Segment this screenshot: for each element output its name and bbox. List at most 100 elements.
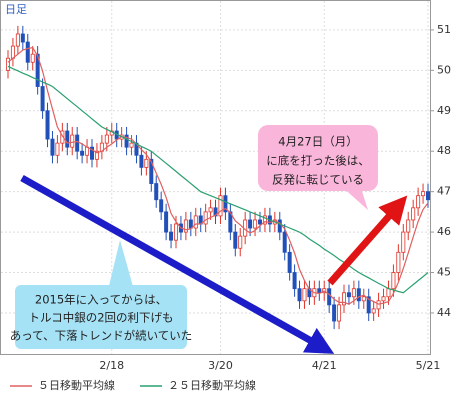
candle-body [317,288,322,294]
candle-body [149,158,154,184]
candle-body [183,219,188,233]
y-tick-label: 48 [437,144,451,157]
candle-body [104,134,109,144]
callout-text: 反発に転じている [272,173,364,187]
candle-body [228,211,233,233]
candle-body [10,45,15,59]
y-tick-label: 49 [437,104,451,117]
candle-body [203,211,208,225]
x-tick-label: 3/20 [208,359,233,372]
candle-body [55,142,60,156]
moving-average-line [7,65,429,294]
candle-body [302,288,307,302]
candle-body [238,235,243,249]
candle-body [297,288,302,302]
callout-text: 4月27日（月） [278,135,357,149]
candle-body [425,191,430,201]
callout-pointer [108,240,134,290]
candle-body [371,308,376,314]
candle-body [376,300,381,310]
candle-body [248,219,253,229]
candle-body [292,272,297,290]
x-tick-label: 4/21 [312,359,337,372]
candle-body [15,33,20,47]
candle-body [208,207,213,213]
candle-body [90,146,95,160]
legend-label: ２５日移動平均線 [168,378,256,392]
candle-body [144,158,149,168]
candle-body [223,195,228,213]
moving-average-line [7,47,429,305]
candle-body [257,219,262,225]
candle-body [391,272,396,290]
callout-box [15,285,187,349]
candle-body [218,195,223,217]
y-tick-label: 46 [437,225,451,238]
candle-body [40,86,45,112]
candle-body [154,183,159,201]
y-tick-label: 51 [437,23,451,36]
callout-trend: 2015年に入ってからは、 トルコ中銀の2回の利下げも あって、下落トレンドが続… [10,240,193,349]
candle-body [416,195,421,209]
callout-text: トルコ中銀の2回の利下げも [28,311,173,325]
candle-body [193,215,198,229]
candle-body [396,251,401,273]
candle-body [80,150,85,156]
candle-body [381,296,386,302]
candle-body [337,304,342,322]
candle-body [70,134,75,148]
candle-body [253,219,258,229]
candle-body [346,292,351,298]
x-tick-label: 2/18 [99,359,124,372]
candle-body [356,288,361,302]
candle-body [277,219,282,233]
candle-body [406,219,411,233]
callout-text: に底を打った後は、 [266,154,370,168]
candle-body [366,296,371,314]
candle-body [30,53,35,63]
candle-body [173,223,178,241]
x-tick-label: 5/21 [416,359,441,372]
period-label: 日足 [5,3,27,16]
legend-label: ５日移動平均線 [38,378,115,392]
candle-body [159,199,164,213]
candle-body [188,219,193,229]
candle-body [361,296,366,302]
callout-box [258,125,378,191]
candle-body [60,130,65,144]
candle-body [169,231,174,241]
candle-body [332,304,337,322]
candle-body [139,154,144,168]
marks [6,25,430,330]
candle-body [129,142,134,148]
y-tick-label: 47 [437,185,451,198]
candle-body [401,231,406,253]
candle-body [213,207,218,217]
callout-pointer [340,185,368,210]
callout-rebound: 4月27日（月） に底を打った後は、 反発に転じている [258,125,378,210]
candle-body [421,191,426,197]
candle-body [351,288,356,298]
candle-body [6,57,11,71]
candle-body [411,207,416,221]
y-tick-label: 50 [437,63,451,76]
candle-body [282,231,287,253]
candle-body [262,215,267,225]
candle-body [164,211,169,233]
candle-body [386,288,391,298]
candle-body [35,53,40,87]
candle-body [124,134,129,148]
callout-text: あって、下落トレンドが続いていた [10,329,193,343]
trend-arrow [20,174,335,354]
rebound-arrow [327,195,408,286]
candle-body [94,150,99,160]
candle-body [341,292,346,306]
candle-body [65,130,70,148]
candle-body [287,251,292,273]
candle-body [233,231,238,249]
y-tick-label: 44 [437,306,451,319]
callout-text: 2015年に入ってからは、 [35,293,167,307]
candle-body [75,134,80,152]
candle-body [45,110,50,140]
